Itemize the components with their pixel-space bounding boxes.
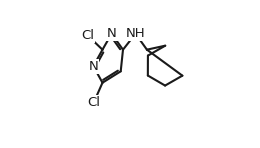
Text: NH: NH xyxy=(126,27,145,40)
Text: Cl: Cl xyxy=(87,96,100,109)
Text: N: N xyxy=(88,60,98,73)
Text: Cl: Cl xyxy=(82,29,95,42)
Text: N: N xyxy=(107,27,116,40)
